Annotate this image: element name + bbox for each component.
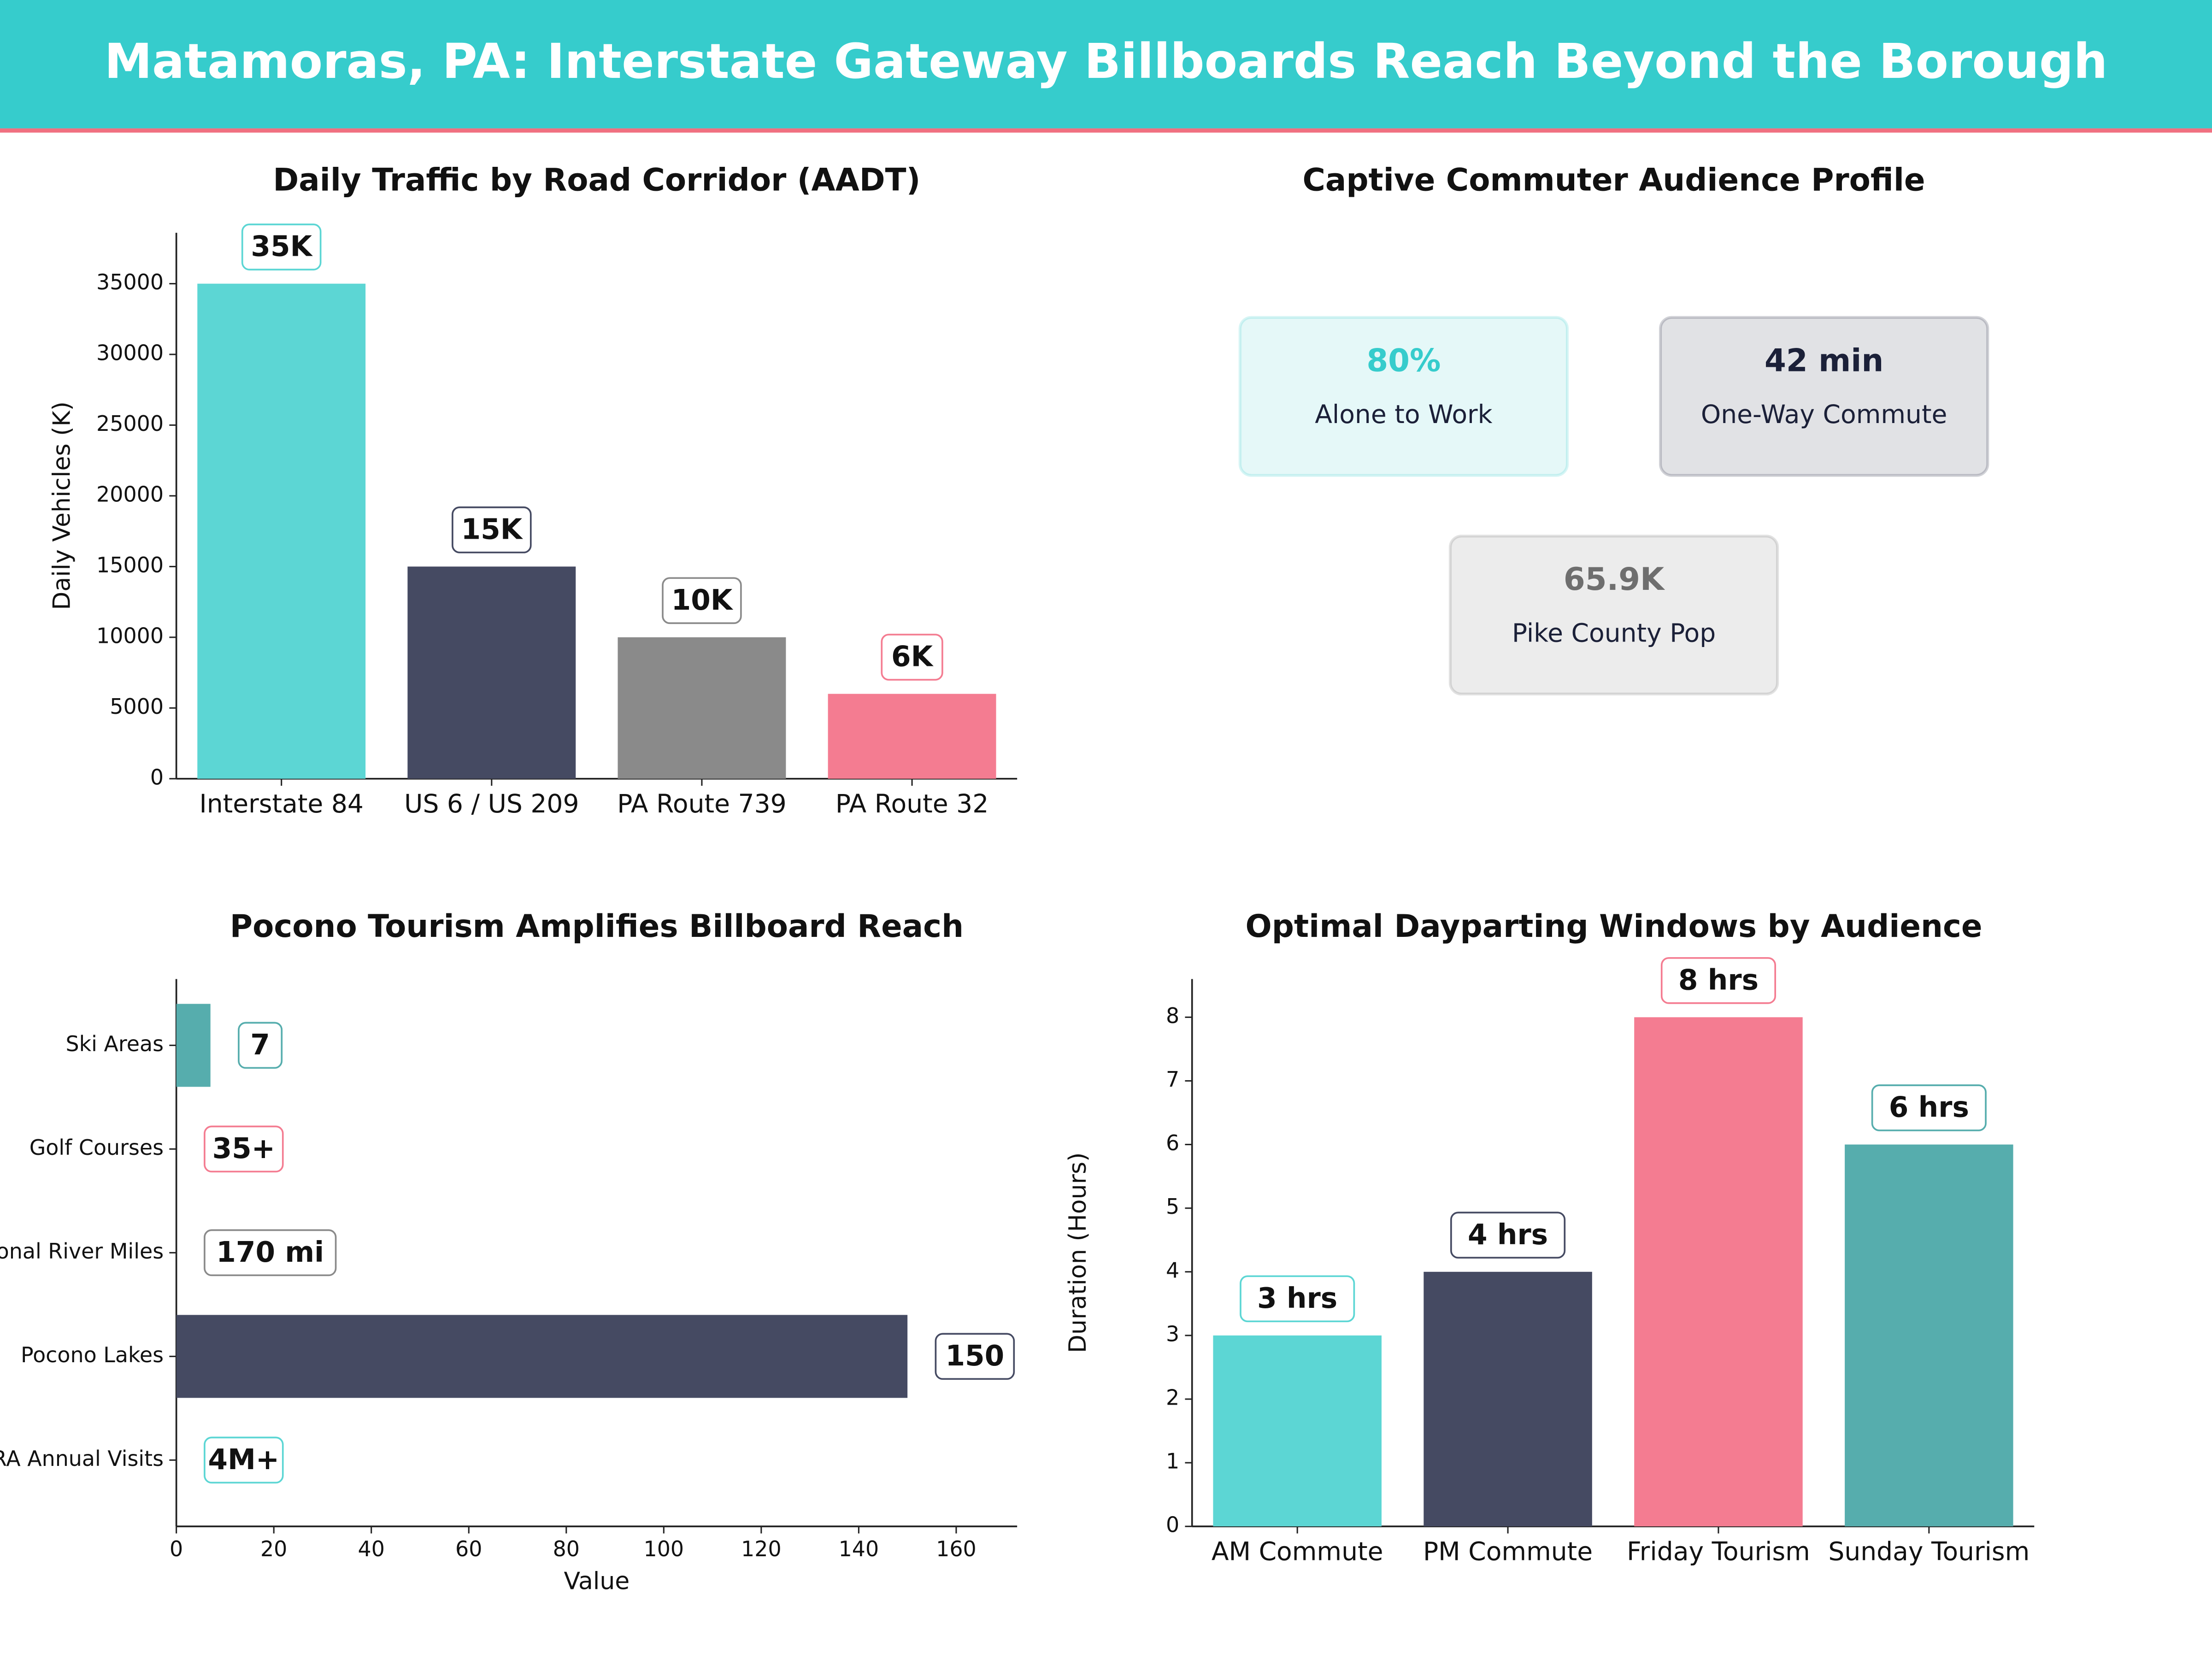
y-tick-label: Regional River Miles — [0, 1239, 164, 1264]
bar — [1634, 1017, 1803, 1527]
y-tick-label: 4 — [1166, 1258, 1179, 1282]
value-label: 8 hrs — [1678, 964, 1759, 996]
kpi-label: Pike County Pop — [1512, 618, 1716, 648]
value-label: 170 mi — [216, 1236, 324, 1269]
y-axis-label: Duration (Hours) — [1064, 1153, 1092, 1353]
bar — [176, 1004, 211, 1087]
y-tick-label: NRA Annual Visits — [0, 1446, 164, 1471]
y-tick-label: Pocono Lakes — [21, 1342, 164, 1367]
value-label-box — [452, 506, 532, 553]
value-label: 6 hrs — [1889, 1091, 1969, 1124]
kpi-value: 65.9K — [1564, 561, 1665, 597]
y-tick-label: 3 — [1166, 1321, 1179, 1346]
x-tick-label: US 6 / US 209 — [404, 789, 579, 818]
value-label-box — [1240, 1275, 1355, 1323]
value-label-box — [204, 1436, 284, 1484]
value-label-box — [1871, 1084, 1987, 1131]
x-tick-label: Interstate 84 — [199, 789, 364, 818]
x-tick-label: 120 — [741, 1536, 782, 1561]
y-tick-label: 15000 — [96, 553, 164, 577]
value-label-box — [204, 1229, 337, 1277]
y-tick-label: 8 — [1166, 1003, 1179, 1028]
y-tick-label: 10000 — [96, 623, 164, 648]
x-tick-label: AM Commute — [1212, 1537, 1383, 1566]
value-label-box — [662, 577, 742, 624]
x-tick-label: 80 — [553, 1536, 580, 1561]
x-tick-label: Friday Tourism — [1627, 1537, 1810, 1566]
y-tick-label: 0 — [1166, 1512, 1179, 1537]
bar — [176, 1315, 908, 1398]
chart-title: Daily Traffic by Road Corridor (AADT) — [273, 161, 920, 198]
y-tick-label: 0 — [150, 765, 164, 789]
page-title: Matamoras, PA: Interstate Gateway Billbo… — [104, 33, 2107, 89]
y-tick-label: Golf Courses — [29, 1135, 164, 1160]
y-tick-label: 20000 — [96, 482, 164, 506]
x-tick-label: 0 — [170, 1536, 183, 1561]
y-tick-label: 6 — [1166, 1130, 1179, 1155]
bar — [197, 283, 366, 779]
header-band — [0, 0, 2212, 129]
header-rule — [0, 128, 2212, 133]
value-label: 35+ — [212, 1132, 276, 1165]
value-label: 10K — [671, 584, 734, 617]
x-tick-label: PM Commute — [1423, 1537, 1593, 1566]
y-tick-label: 7 — [1166, 1067, 1179, 1092]
value-label-box — [935, 1333, 1015, 1380]
chart-title: Optimal Dayparting Windows by Audience — [1246, 908, 1983, 944]
y-tick-label: 5000 — [110, 694, 164, 719]
value-label-box — [241, 224, 322, 271]
x-tick-label: 60 — [455, 1536, 482, 1561]
x-tick-label: Sunday Tourism — [1828, 1537, 2030, 1566]
y-tick-label: Ski Areas — [65, 1031, 164, 1056]
y-tick-label: 2 — [1166, 1385, 1179, 1410]
x-tick-label: 100 — [644, 1536, 684, 1561]
y-tick-label: 30000 — [96, 341, 164, 365]
chart-title: Captive Commuter Audience Profile — [1303, 161, 1925, 198]
value-label: 4 hrs — [1468, 1218, 1548, 1251]
value-label: 3 hrs — [1257, 1282, 1337, 1315]
y-tick-label: 5 — [1166, 1194, 1179, 1219]
value-label: 6K — [891, 641, 934, 673]
bar — [1424, 1271, 1592, 1527]
value-label-box — [204, 1125, 284, 1173]
value-label: 7 — [250, 1029, 270, 1061]
y-axis-label: Daily Vehicles (K) — [48, 401, 76, 610]
kpi-label: Alone to Work — [1315, 400, 1492, 429]
x-tick-label: PA Route 32 — [835, 789, 988, 818]
y-tick-label: 35000 — [96, 270, 164, 294]
y-tick-label: 25000 — [96, 411, 164, 436]
kpi-card — [1238, 316, 1569, 477]
x-tick-label: 40 — [358, 1536, 385, 1561]
kpi-card — [1659, 316, 1989, 477]
value-label-box — [1660, 957, 1777, 1004]
value-label: 35K — [251, 230, 313, 263]
x-tick-label: 20 — [260, 1536, 287, 1561]
value-label-box — [238, 1022, 283, 1069]
chart-title: Pocono Tourism Amplifies Billboard Reach — [230, 908, 964, 944]
value-label-box — [881, 634, 943, 681]
x-tick-label: PA Route 739 — [617, 789, 786, 818]
kpi-card — [1448, 535, 1779, 696]
x-axis-label: Value — [564, 1568, 629, 1595]
kpi-label: One-Way Commute — [1701, 400, 1947, 429]
bar — [1845, 1144, 2013, 1527]
y-tick-label: 1 — [1166, 1449, 1179, 1474]
x-tick-label: 140 — [839, 1536, 879, 1561]
value-label: 15K — [461, 513, 524, 546]
value-label-box — [1450, 1212, 1566, 1259]
bar — [407, 566, 576, 779]
kpi-value: 80% — [1366, 342, 1441, 378]
value-label: 150 — [945, 1340, 1004, 1372]
kpi-value: 42 min — [1765, 342, 1883, 378]
bar — [828, 694, 996, 779]
value-label: 4M+ — [208, 1443, 279, 1476]
bar — [1213, 1335, 1382, 1527]
x-tick-label: 160 — [936, 1536, 977, 1561]
bar — [618, 637, 786, 779]
